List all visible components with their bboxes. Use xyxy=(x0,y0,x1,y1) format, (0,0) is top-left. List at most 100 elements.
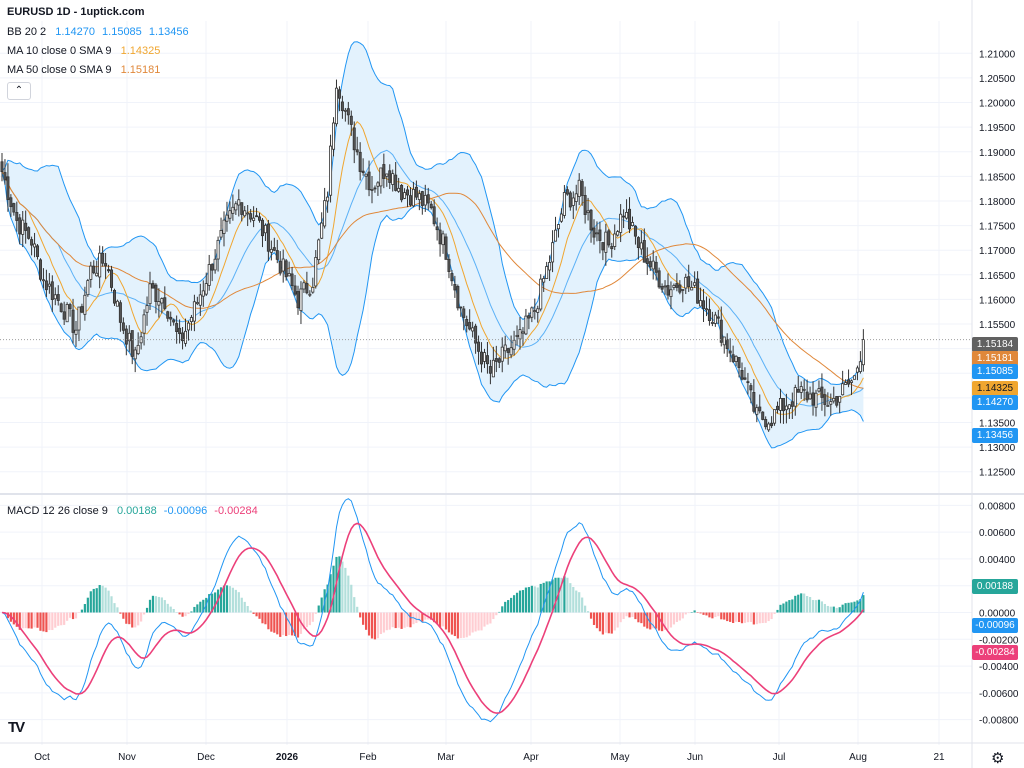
macd-histogram-bar xyxy=(421,612,424,622)
macd-histogram-bar xyxy=(504,601,507,613)
macd-histogram-bar xyxy=(729,612,732,622)
candle-body xyxy=(521,331,525,334)
candle-body xyxy=(482,352,486,362)
candle-body xyxy=(240,202,244,215)
candle-body xyxy=(693,282,697,286)
candle-body xyxy=(488,366,492,374)
macd-histogram-bar xyxy=(705,612,708,616)
macd-histogram-bar xyxy=(551,579,554,613)
candle-body xyxy=(716,316,720,319)
macd-histogram-bar xyxy=(669,612,673,628)
macd-histogram-bar xyxy=(572,586,575,613)
candle-body xyxy=(855,367,859,373)
candle-body xyxy=(219,230,223,238)
candle-body xyxy=(255,215,259,218)
bb-lower-value: 1.13456 xyxy=(148,26,189,38)
macd-histogram-bar xyxy=(788,600,791,613)
candle-body xyxy=(657,270,661,288)
candle-body xyxy=(817,388,821,392)
macd-histogram-bar xyxy=(80,609,84,613)
macd-histogram-bar xyxy=(33,612,36,628)
macd-histogram-bar xyxy=(246,606,249,613)
candle-body xyxy=(47,283,51,287)
bb-basis-value: 1.14270 xyxy=(55,26,95,38)
bb-label: BB 20 2 xyxy=(7,26,47,38)
candle-body xyxy=(118,302,122,323)
candle-body xyxy=(107,269,111,272)
macd-histogram-bar xyxy=(776,609,779,613)
candle-body xyxy=(101,252,105,264)
macd-histogram-bar xyxy=(249,610,252,613)
macd-histogram-bar xyxy=(743,612,747,623)
candle-body xyxy=(296,291,300,309)
macd-histogram-bar xyxy=(433,612,436,623)
candle-body xyxy=(536,308,540,313)
macd-histogram-bar xyxy=(495,612,498,616)
macd-histogram-bar xyxy=(113,603,116,613)
macd-histogram-bar xyxy=(465,612,468,638)
macd-histogram-bar xyxy=(329,574,332,613)
macd-histogram-bar xyxy=(530,585,533,613)
macd-histogram-bar xyxy=(175,612,178,613)
macd-histogram-bar xyxy=(282,612,285,636)
candle-body xyxy=(802,388,806,391)
candle-body xyxy=(121,322,125,331)
candle-body xyxy=(77,306,81,331)
candle-body xyxy=(352,127,356,151)
candle-body xyxy=(311,286,315,293)
candle-body xyxy=(681,289,685,291)
candle-body xyxy=(734,355,738,362)
legend-title: EURUSD 1D - 1uptick.com xyxy=(7,5,145,19)
macd-histogram-bar xyxy=(607,612,610,634)
macd-histogram-bar xyxy=(702,612,705,615)
macd-histogram-bar xyxy=(518,590,522,613)
candle-body xyxy=(767,423,771,431)
price-tick-label: 1.17000 xyxy=(979,246,1016,257)
candle-body xyxy=(687,276,691,288)
legend-bb[interactable]: BB 20 2 1.14270 1.15085 1.13456 xyxy=(7,25,189,39)
bb-fill xyxy=(2,41,864,448)
macd-histogram-bar xyxy=(806,596,809,613)
time-tick-label: Dec xyxy=(197,752,215,763)
candle-body xyxy=(305,282,309,294)
macd-histogram-bar xyxy=(48,612,51,631)
candle-body xyxy=(559,213,563,222)
candle-body xyxy=(260,219,264,237)
candle-body xyxy=(728,350,732,354)
macd-histogram-bar xyxy=(811,599,815,613)
candle-body xyxy=(68,304,72,310)
candle-body xyxy=(98,252,102,278)
legend-ma10[interactable]: MA 10 close 0 SMA 9 1.14325 xyxy=(7,44,160,58)
legend-macd[interactable]: MACD 12 26 close 9 0.00188 -0.00096 -0.0… xyxy=(7,504,258,518)
collapse-legend-button[interactable]: ⌃ xyxy=(7,82,31,100)
macd-histogram-bar xyxy=(341,561,344,613)
candle-body xyxy=(675,283,679,288)
price-tick-label: 1.19000 xyxy=(979,148,1016,159)
macd-histogram-bar xyxy=(569,583,572,613)
macd-histogram-bar xyxy=(785,601,788,613)
macd-histogram-bar xyxy=(581,597,584,613)
macd-histogram-bar xyxy=(589,612,593,619)
macd-histogram-bar xyxy=(285,612,288,637)
candle-body xyxy=(21,219,25,235)
macd-histogram-bar xyxy=(732,612,735,624)
candle-body xyxy=(598,229,602,241)
candle-body xyxy=(707,309,711,322)
gear-icon[interactable]: ⚙ xyxy=(991,750,1005,767)
candle-body xyxy=(317,239,321,261)
time-tick-label: Jun xyxy=(687,752,703,763)
candle-body xyxy=(805,391,809,401)
price-axis-label: 1.13456 xyxy=(972,428,1018,443)
macd-histogram-bar xyxy=(211,593,214,613)
candle-body xyxy=(337,89,341,99)
legend-ma50[interactable]: MA 50 close 0 SMA 9 1.15181 xyxy=(7,63,160,77)
candle-body xyxy=(477,341,481,352)
macd-histogram-bar xyxy=(89,591,92,613)
tradingview-logo-icon[interactable]: TV xyxy=(8,719,25,736)
macd-histogram-bar xyxy=(643,612,646,627)
macd-histogram-bar xyxy=(51,612,54,631)
macd-histogram-bar xyxy=(24,612,27,629)
candle-body xyxy=(130,330,134,357)
